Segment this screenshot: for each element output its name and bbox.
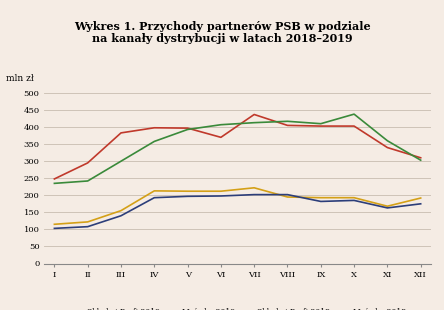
Legend: Składy i Profi 2019, Mrówka 2019, Składy i Profi 2018, Mrówka 2018: Składy i Profi 2019, Mrówka 2019, Składy… bbox=[66, 305, 409, 310]
Text: mln zł: mln zł bbox=[6, 74, 33, 83]
Text: Wykres 1. Przychody partnerów PSB w podziale
na kanały dystrybucji w latach 2018: Wykres 1. Przychody partnerów PSB w podz… bbox=[74, 21, 370, 44]
